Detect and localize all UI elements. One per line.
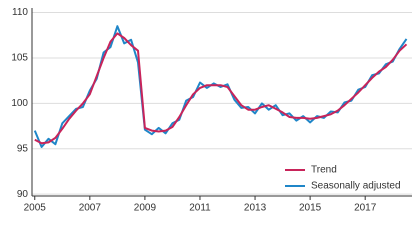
y-tick-label: 100 bbox=[11, 98, 28, 109]
legend-label: Seasonally adjusted bbox=[311, 181, 401, 192]
series-line bbox=[33, 25, 408, 148]
y-tick-label: 110 bbox=[12, 7, 28, 18]
y-tick-label: 95 bbox=[17, 143, 29, 154]
legend-label: Trend bbox=[311, 165, 337, 176]
x-tick-label: 2011 bbox=[189, 203, 211, 214]
y-tick-label: 90 bbox=[17, 189, 29, 200]
x-tick-label: 2017 bbox=[354, 203, 377, 214]
x-tick-label: 2013 bbox=[244, 203, 267, 214]
y-tick-label: 105 bbox=[11, 53, 28, 64]
x-tick-label: 2015 bbox=[299, 203, 322, 214]
x-tick-label: 2005 bbox=[24, 203, 47, 214]
x-tick-label: 2007 bbox=[79, 203, 102, 214]
x-tick-label: 2009 bbox=[134, 203, 157, 214]
chart: 90 95 100 105 110 2005 2007 2009 2011 2013 2015 201… bbox=[11, 7, 412, 214]
series-line bbox=[34, 32, 408, 145]
